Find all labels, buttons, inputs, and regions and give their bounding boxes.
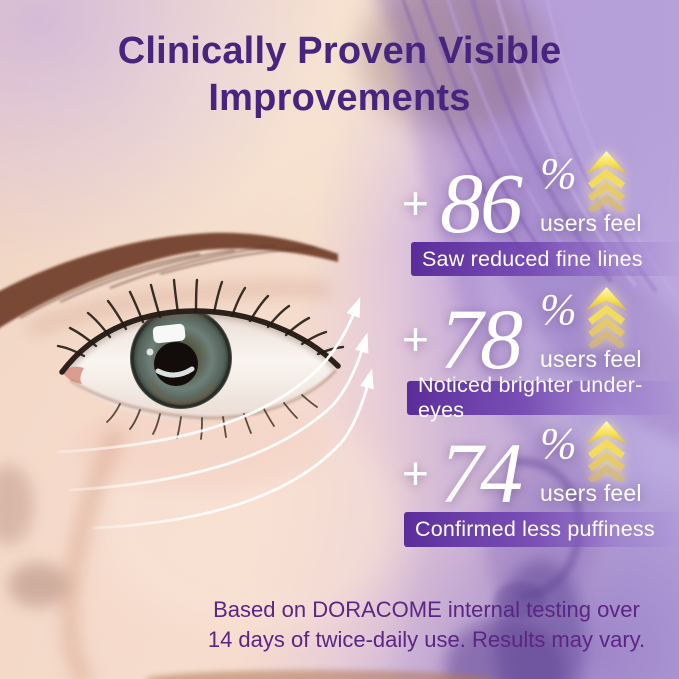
caption-text: Noticed brighter under-eyes: [418, 373, 643, 422]
caption-text: Confirmed less puffiness: [415, 517, 655, 541]
stat-percent: %: [540, 419, 577, 468]
chevrons-up-icon: [586, 286, 627, 348]
stat-caption-brighter: Noticed brighter under-eyes: [407, 373, 679, 422]
stat-row-fine-lines: + 86 % users feel: [398, 150, 679, 278]
curved-lift-arrows: [56, 296, 374, 530]
page-title: Clinically Proven Visible Improvements: [0, 28, 679, 122]
eye: [56, 278, 345, 440]
title-line-2: Improvements: [208, 77, 471, 119]
stat-qualifier: users feel: [540, 210, 642, 236]
stat-plus: +: [402, 313, 429, 365]
eyebrow: [0, 232, 338, 336]
disclaimer-line-1: Based on DORACOME internal testing over: [213, 597, 640, 622]
stat-percent: %: [540, 149, 577, 198]
stat-value: 86: [440, 155, 523, 251]
stat-qualifier: users feel: [540, 480, 642, 506]
arrowhead: [360, 368, 374, 390]
eye-highlight: [152, 323, 186, 344]
stat-caption-puffiness: Confirmed less puffiness: [404, 512, 679, 547]
stat-percent: %: [540, 285, 577, 334]
stat-row-brighter: + 78 % users feel: [398, 286, 679, 414]
stat-qualifier: users feel: [540, 346, 642, 372]
chevrons-up-icon: [586, 150, 627, 212]
arrowhead: [346, 296, 361, 318]
eye-inner-corner: [62, 366, 84, 384]
stat-value: 78: [440, 291, 523, 387]
upper-lashes: [56, 278, 345, 358]
title-line-1: Clinically Proven Visible: [117, 30, 562, 72]
disclaimer-line-2: 14 days of twice-daily use. Results may …: [207, 627, 646, 652]
caption-text: Saw reduced fine lines: [422, 246, 643, 271]
chevrons-up-icon: [586, 420, 627, 482]
nose-contour: [0, 400, 495, 679]
stat-row-puffiness: + 74 % users feel: [398, 420, 679, 548]
stat-caption-fine-lines: Saw reduced fine lines: [411, 242, 679, 276]
pupil: [154, 342, 198, 386]
stat-plus: +: [402, 447, 429, 499]
stat-plus: +: [402, 177, 429, 229]
disclaimer-text: Based on DORACOME internal testing over 1…: [174, 595, 679, 655]
stat-value: 74: [440, 425, 523, 521]
arrowhead: [354, 332, 369, 354]
upper-lash-line: [59, 308, 341, 375]
